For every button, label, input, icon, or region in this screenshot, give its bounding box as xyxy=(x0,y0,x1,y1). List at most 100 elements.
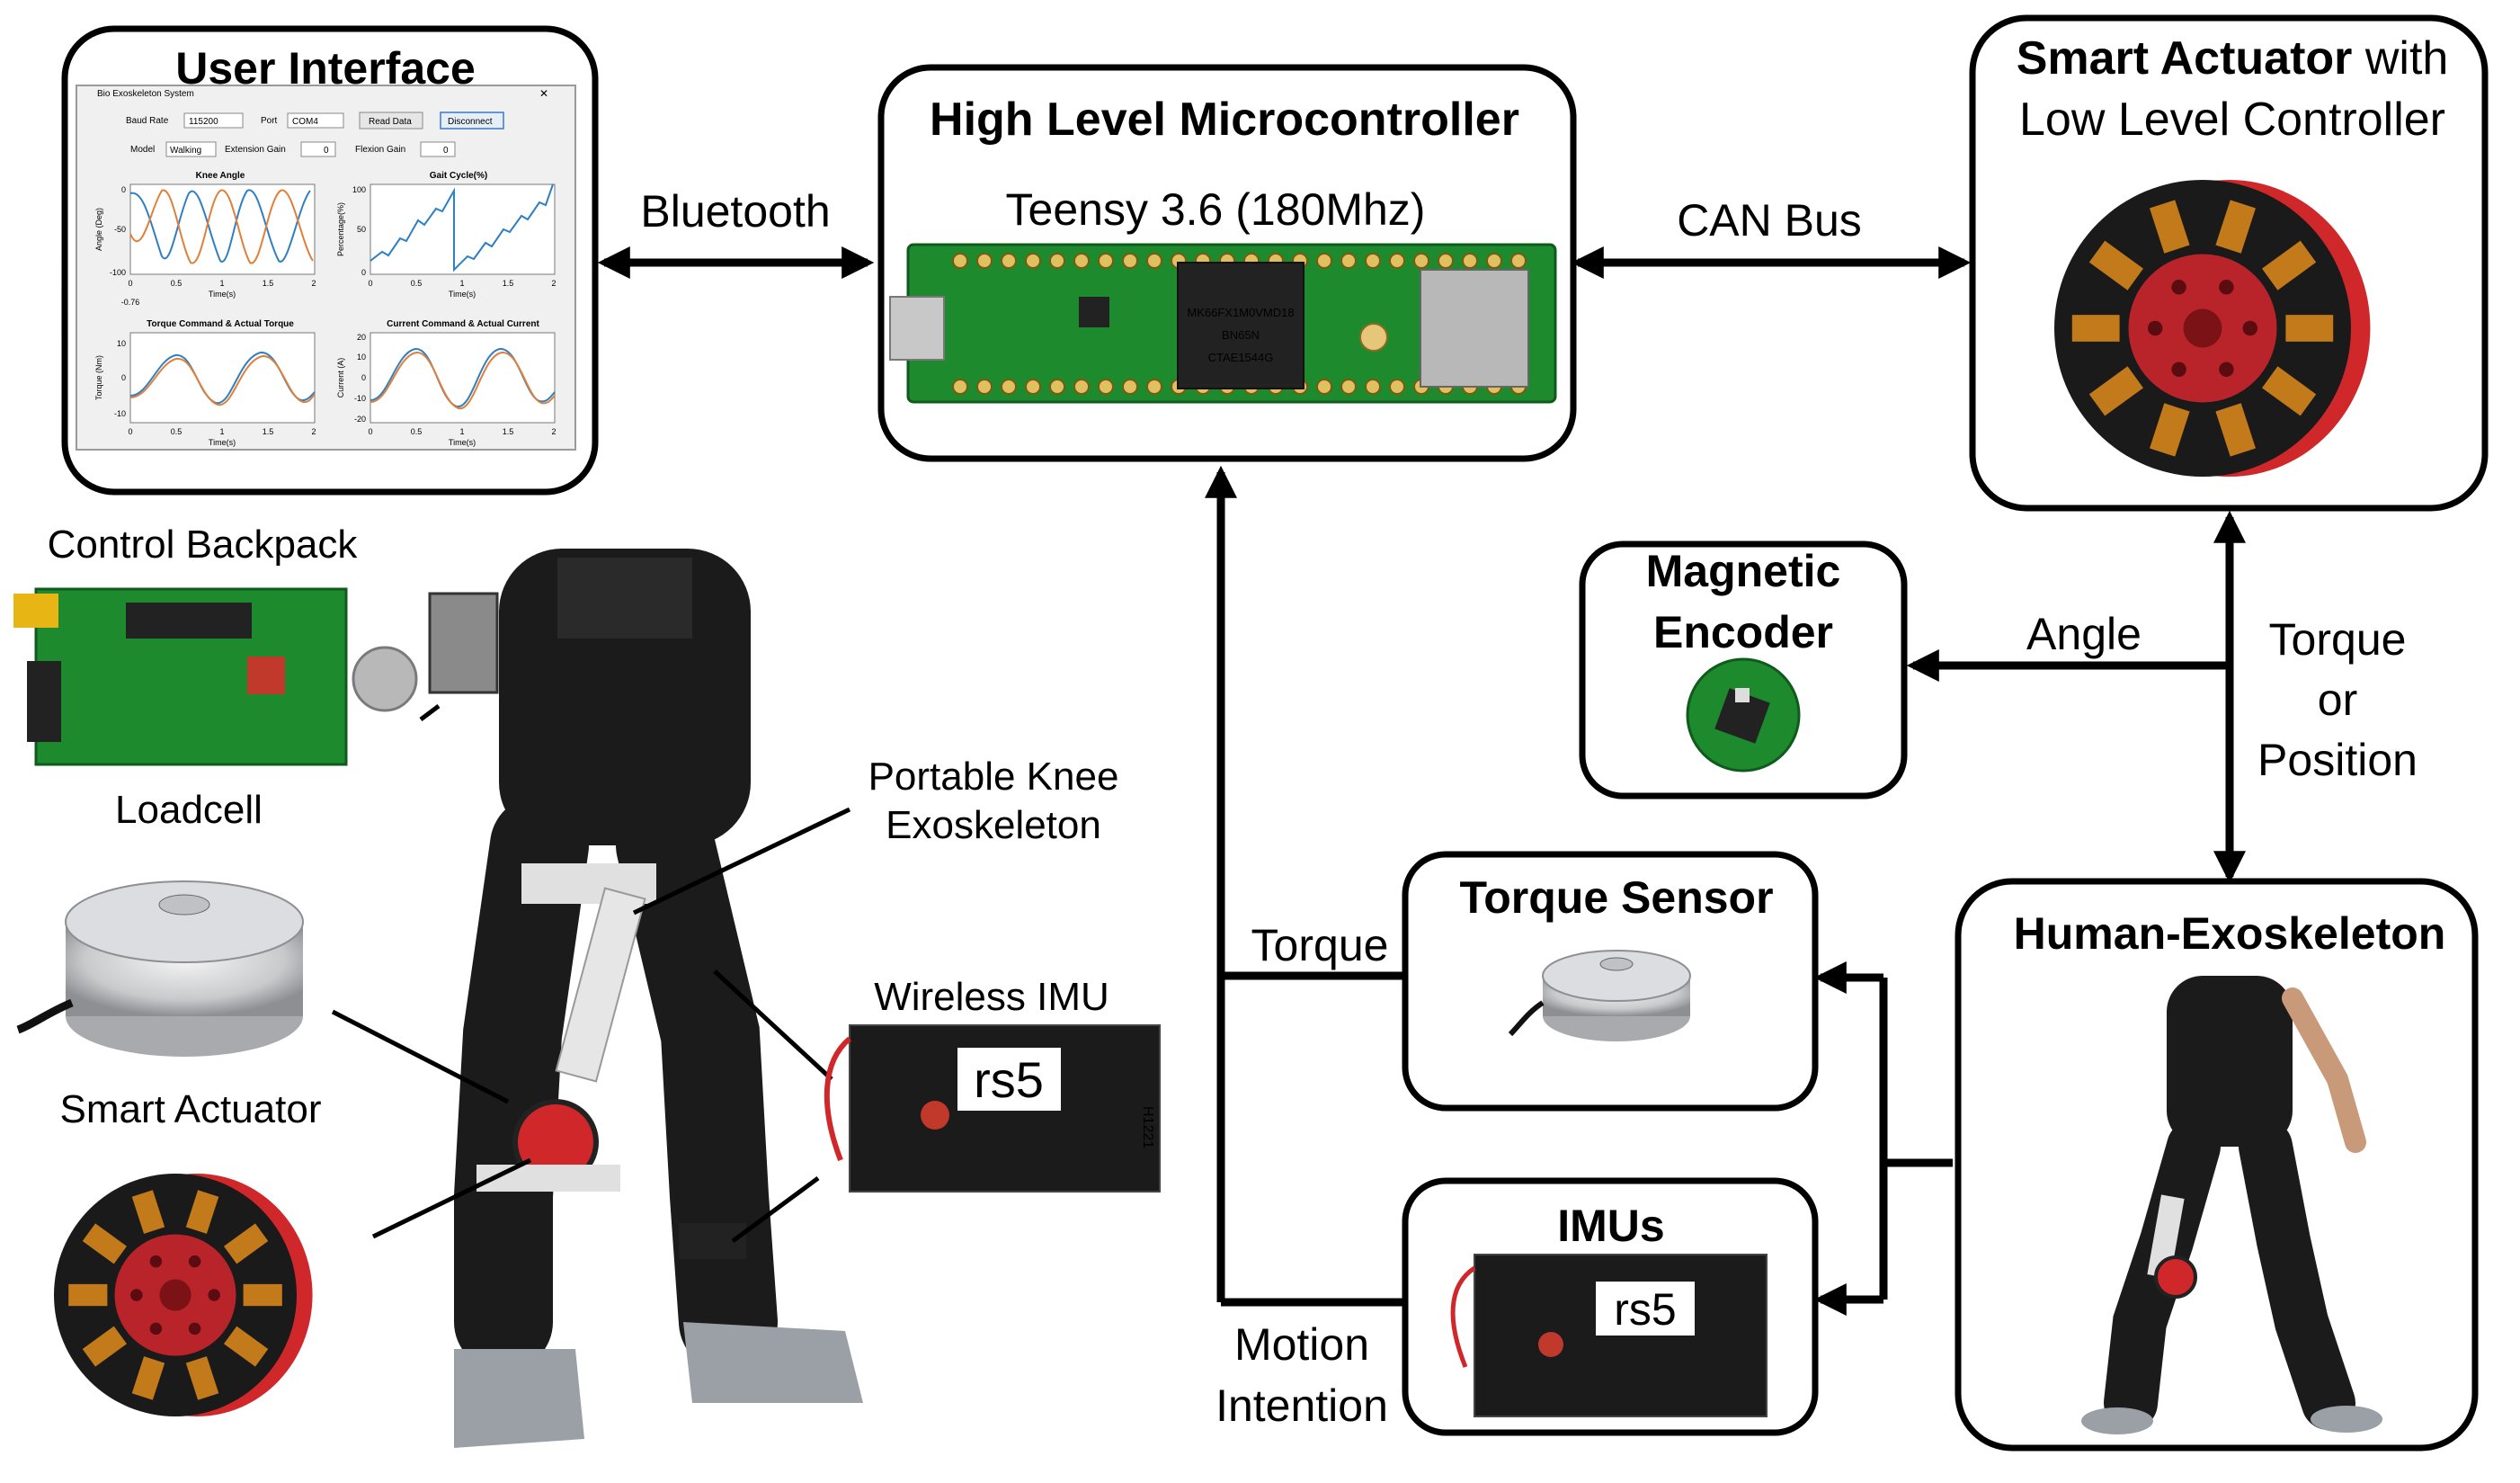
gui-window-title: Bio Exoskeleton System xyxy=(97,89,194,99)
plot3-xtick-4: 2 xyxy=(311,427,316,436)
actuator-small-bolt xyxy=(208,1289,220,1301)
teensy-pin xyxy=(1098,253,1114,269)
plot4-ytick-1: 10 xyxy=(357,353,366,362)
exo-arm xyxy=(2282,987,2366,1153)
actuator-small-bolt xyxy=(130,1289,143,1301)
motion-intention-line1: Motion xyxy=(1234,1319,1369,1370)
plot1-blue-line xyxy=(129,189,311,263)
person-belt xyxy=(557,558,692,639)
plot3-xtick-2: 1 xyxy=(219,427,224,436)
gui-read-button-label: Read Data xyxy=(369,117,412,127)
person-backpack xyxy=(428,592,499,694)
gui-port-value: COM4 xyxy=(292,117,318,127)
teensy-pin xyxy=(1146,379,1162,395)
backpack-red-module xyxy=(247,657,285,694)
plot2-ytick-0: 100 xyxy=(352,185,366,194)
person-shank-strap xyxy=(476,1165,620,1192)
portable-knee-label-line1: Portable Knee xyxy=(868,755,1119,799)
imu-board-image: rs5 xyxy=(1450,1254,1768,1417)
gui-plot-gait-cycle: Gait Cycle(%) 100 50 0 0 0.5 1 1.5 2 Tim… xyxy=(336,171,557,299)
plot4-ytick-4: -20 xyxy=(354,415,366,424)
plot1-ytick-2: -100 xyxy=(110,268,126,277)
plot1-xtick-3: 1.5 xyxy=(263,279,274,288)
gui-ext-gain-label: Extension Gain xyxy=(225,145,286,155)
gui-plot-torque: Torque Command & Actual Torque 10 0 -10 … xyxy=(94,319,316,447)
magnetic-encoder-line2: Encoder xyxy=(1653,607,1833,657)
plot3-xtick-3: 1.5 xyxy=(263,427,274,436)
portable-knee-label-line2: Exoskeleton xyxy=(886,803,1101,847)
plot2-xtick-1: 0.5 xyxy=(411,279,423,288)
plot2-xtick-3: 1.5 xyxy=(503,279,514,288)
pointer-lines xyxy=(331,704,851,1244)
loadcell-small-cable xyxy=(1508,1000,1545,1037)
teensy-small-chip xyxy=(1079,297,1109,327)
bluetooth-label: Bluetooth xyxy=(640,186,830,237)
plot2-ylabel: Percentage(%) xyxy=(336,202,345,256)
imu-wire xyxy=(824,1036,851,1162)
plot4-ytick-3: -10 xyxy=(354,394,366,403)
chip-text-line1: MK66FX1M0VMD18 xyxy=(1187,306,1294,319)
exo-left-shoe xyxy=(2081,1407,2153,1434)
plot4-xlabel: Time(s) xyxy=(449,438,476,447)
gui-model-select xyxy=(165,141,217,157)
pointer-imu-thigh xyxy=(713,969,833,1081)
teensy-pin xyxy=(1001,253,1017,269)
torque-sensor-title: Torque Sensor xyxy=(1459,872,1773,923)
plot1-extra: -0.76 xyxy=(121,298,140,307)
actuator-small-bolt xyxy=(188,1255,201,1268)
actuator-big-coil xyxy=(2262,240,2317,290)
imu-button xyxy=(921,1101,949,1130)
gui-ext-gain-spinner xyxy=(300,141,336,157)
actuator-big-coil xyxy=(2262,366,2317,416)
person-exoskeleton-image xyxy=(428,549,863,1448)
actuator-big-coil xyxy=(2071,315,2120,342)
actuator-big-coil xyxy=(2215,200,2256,254)
pointer-backpack xyxy=(419,704,441,721)
loadcell-label: Loadcell xyxy=(115,788,263,832)
teensy-pin xyxy=(1122,253,1138,269)
imu-small-wire xyxy=(1450,1265,1476,1368)
teensy-pin xyxy=(1486,253,1502,269)
gui-ext-gain-value: 0 xyxy=(324,146,329,156)
teensy-pin xyxy=(1316,379,1332,395)
plot2-axes xyxy=(370,183,556,275)
smart-actuator-side-image xyxy=(54,1174,313,1416)
actuator-small-coil xyxy=(82,1223,127,1264)
plot4-xtick-4: 2 xyxy=(551,427,556,436)
plot4-xtick-1: 0.5 xyxy=(411,427,423,436)
actuator-big-coil xyxy=(2088,366,2143,416)
loadcell-button xyxy=(158,894,210,916)
chip-text-line2: BN65N xyxy=(1222,328,1260,342)
actuator-big-coil xyxy=(2150,200,2190,254)
human-exoskeleton-image xyxy=(2081,976,2382,1434)
plot1-xtick-0: 0 xyxy=(128,279,132,288)
encoder-magnet xyxy=(1735,688,1750,702)
teensy-pin xyxy=(1389,379,1405,395)
actuator-big-coil xyxy=(2088,240,2143,290)
teensy-pin xyxy=(1365,379,1381,395)
loadcell-top xyxy=(65,880,304,963)
actuator-big-bolt xyxy=(2219,362,2234,377)
plot1-xlabel: Time(s) xyxy=(209,290,236,299)
plot1-ylabel: Angle (Deg) xyxy=(94,208,103,251)
torque-or-position-line3: Position xyxy=(2257,735,2418,785)
plot4-title: Current Command & Actual Current xyxy=(387,319,539,329)
gui-flex-gain-spinner xyxy=(420,141,456,157)
imu-small-button xyxy=(1538,1332,1563,1357)
angle-label: Angle xyxy=(2026,609,2142,659)
plot2-xlabel: Time(s) xyxy=(449,290,476,299)
actuator-small-bolt xyxy=(149,1255,163,1268)
actuator-small-coil xyxy=(224,1326,269,1367)
actuator-big-coil xyxy=(2285,315,2334,342)
plot2-xtick-0: 0 xyxy=(368,279,372,288)
control-backpack-image xyxy=(13,587,418,766)
connection-lines xyxy=(597,246,2246,1316)
chip-text-line3: CTAE1544G xyxy=(1208,351,1274,364)
smart-actuator-title-line2: Low Level Controller xyxy=(2019,94,2445,146)
loadcell-cable xyxy=(16,998,74,1034)
imu-code: H1221 xyxy=(1140,1106,1155,1148)
actuator-big-coil xyxy=(2215,403,2256,457)
actuator-big-coil xyxy=(2150,403,2190,457)
exo-actuator xyxy=(2154,1255,2197,1299)
teensy-pin xyxy=(1001,379,1017,395)
